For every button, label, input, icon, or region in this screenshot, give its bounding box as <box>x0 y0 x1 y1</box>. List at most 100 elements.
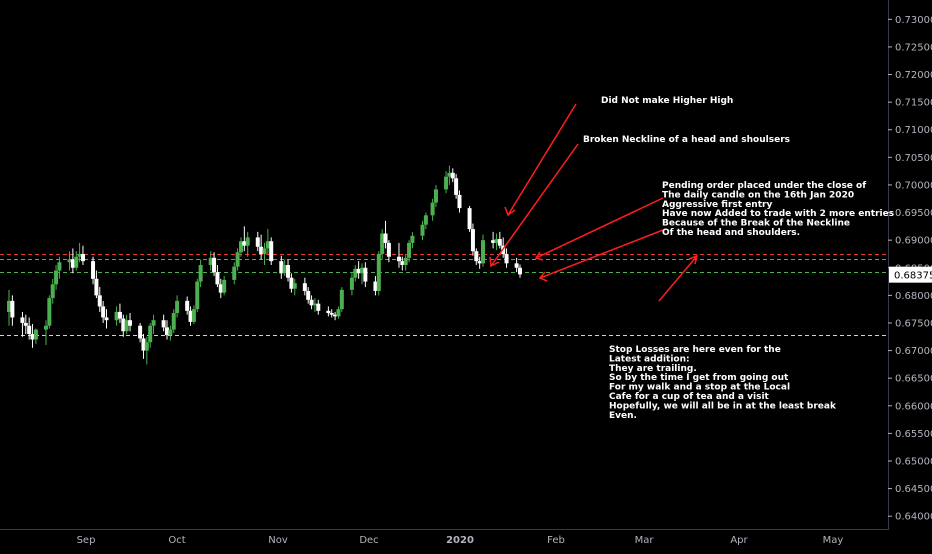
candle-2019-10-08 <box>165 320 170 340</box>
candle-body <box>407 242 412 258</box>
x-tick-label: May <box>823 535 844 546</box>
candle-2019-10-07 <box>161 314 166 332</box>
candle-2020-01-02 <box>454 173 459 199</box>
candle-2020-01-09 <box>477 256 482 269</box>
candle-body <box>282 265 287 274</box>
candle-2019-09-13 <box>80 245 85 265</box>
time-axis[interactable]: Sep Oct Nov Dec 2020 Feb Mar Apr May <box>77 535 844 546</box>
candle-body <box>286 265 291 278</box>
candle-2020-01-07 <box>470 223 475 256</box>
x-tick-label: Sep <box>77 535 96 546</box>
candle-body <box>497 239 502 246</box>
candle-body <box>57 262 62 271</box>
candle-2019-09-26 <box>124 314 129 335</box>
candle-body <box>191 309 196 322</box>
candle-2019-08-22 <box>7 289 11 326</box>
candle-2019-10-30 <box>238 237 243 257</box>
candle-2019-09-27 <box>128 313 133 332</box>
candle-2019-09-19 <box>101 300 106 323</box>
candle-body <box>380 233 385 254</box>
candle-body <box>349 277 354 290</box>
candle-body <box>474 251 479 262</box>
candle-body <box>54 270 59 285</box>
arrow-pending-2[interactable] <box>539 229 664 279</box>
candle-2019-09-12 <box>77 242 82 263</box>
annotation-arrows <box>489 103 699 302</box>
candle-body <box>67 259 72 263</box>
candle-2020-01-17 <box>504 248 509 268</box>
candle-body <box>316 303 321 311</box>
candle-body <box>77 253 82 257</box>
arrow-pending-1[interactable] <box>535 197 664 259</box>
candle-2020-01-06 <box>467 205 472 232</box>
candle-body <box>454 178 459 195</box>
candle-body <box>339 289 344 310</box>
annotation-line: They are trailing. <box>609 364 697 374</box>
candle-2019-11-20 <box>309 295 314 310</box>
annotation-pending-order[interactable]: Pending order placed under the close of T… <box>662 181 894 238</box>
candle-body <box>124 320 129 332</box>
candle-body <box>262 248 267 254</box>
candle-2019-10-18 <box>198 259 203 288</box>
candle-body <box>444 176 449 190</box>
candle-2019-12-13 <box>386 240 391 263</box>
candles <box>7 165 522 365</box>
annotation-line: Latest addition: <box>609 354 690 364</box>
candle-2019-10-29 <box>235 248 240 271</box>
candle-body <box>141 338 146 351</box>
candle-body <box>494 239 499 243</box>
candle-body <box>91 261 96 279</box>
annotation-line: Even. <box>609 411 637 421</box>
candle-body <box>101 306 106 318</box>
candle-body <box>353 268 358 278</box>
candle-body <box>363 267 368 282</box>
candle-body <box>359 267 364 274</box>
arrow-higher-high[interactable] <box>507 103 577 216</box>
candle-body <box>477 261 482 264</box>
candle-2019-10-15 <box>188 306 193 326</box>
candle-2019-11-01 <box>245 231 250 257</box>
candle-2019-08-30 <box>33 328 38 344</box>
candle-body <box>232 266 237 280</box>
candle-body <box>198 265 203 282</box>
annotation-stop-losses[interactable]: Stop Losses are here even for the Latest … <box>609 345 837 421</box>
arrow-stop-losses[interactable] <box>658 255 698 302</box>
arrow-neckline[interactable] <box>490 143 579 267</box>
x-tick-label: Feb <box>547 535 565 546</box>
candle-2019-09-23 <box>114 306 119 326</box>
candle-body <box>121 318 126 332</box>
candle-2019-12-19 <box>407 240 412 263</box>
candle-body <box>279 261 284 274</box>
candle-2019-10-21 <box>208 251 213 271</box>
annotation-neckline[interactable]: Broken Neckline of a head and shoulsers <box>583 135 790 145</box>
x-tick-label: Oct <box>168 535 185 546</box>
candle-2019-09-30 <box>138 322 143 343</box>
candle-2020-01-13 <box>491 231 496 249</box>
candle-2019-11-08 <box>269 237 274 265</box>
candle-2019-11-12 <box>282 259 287 277</box>
candle-body <box>171 313 176 330</box>
candle-2019-12-23 <box>420 220 425 241</box>
candle-body <box>491 240 496 243</box>
candle-body <box>245 237 250 246</box>
candle-body <box>504 253 509 264</box>
candle-2019-12-26 <box>430 198 435 221</box>
candle-body <box>396 256 401 262</box>
candle-2019-10-22 <box>212 252 217 277</box>
arrow-pending-2-head <box>538 271 548 282</box>
annotation-line: Cafe for a cup of tea and a visit <box>609 392 770 402</box>
candle-2019-11-29 <box>339 287 344 312</box>
candle-body <box>430 202 435 216</box>
candle-2019-11-25 <box>326 306 331 317</box>
candle-body <box>514 263 519 268</box>
annotation-higher-high[interactable]: Did Not make Higher High <box>601 96 733 106</box>
candle-body <box>373 281 378 291</box>
candle-2019-11-26 <box>329 309 334 318</box>
